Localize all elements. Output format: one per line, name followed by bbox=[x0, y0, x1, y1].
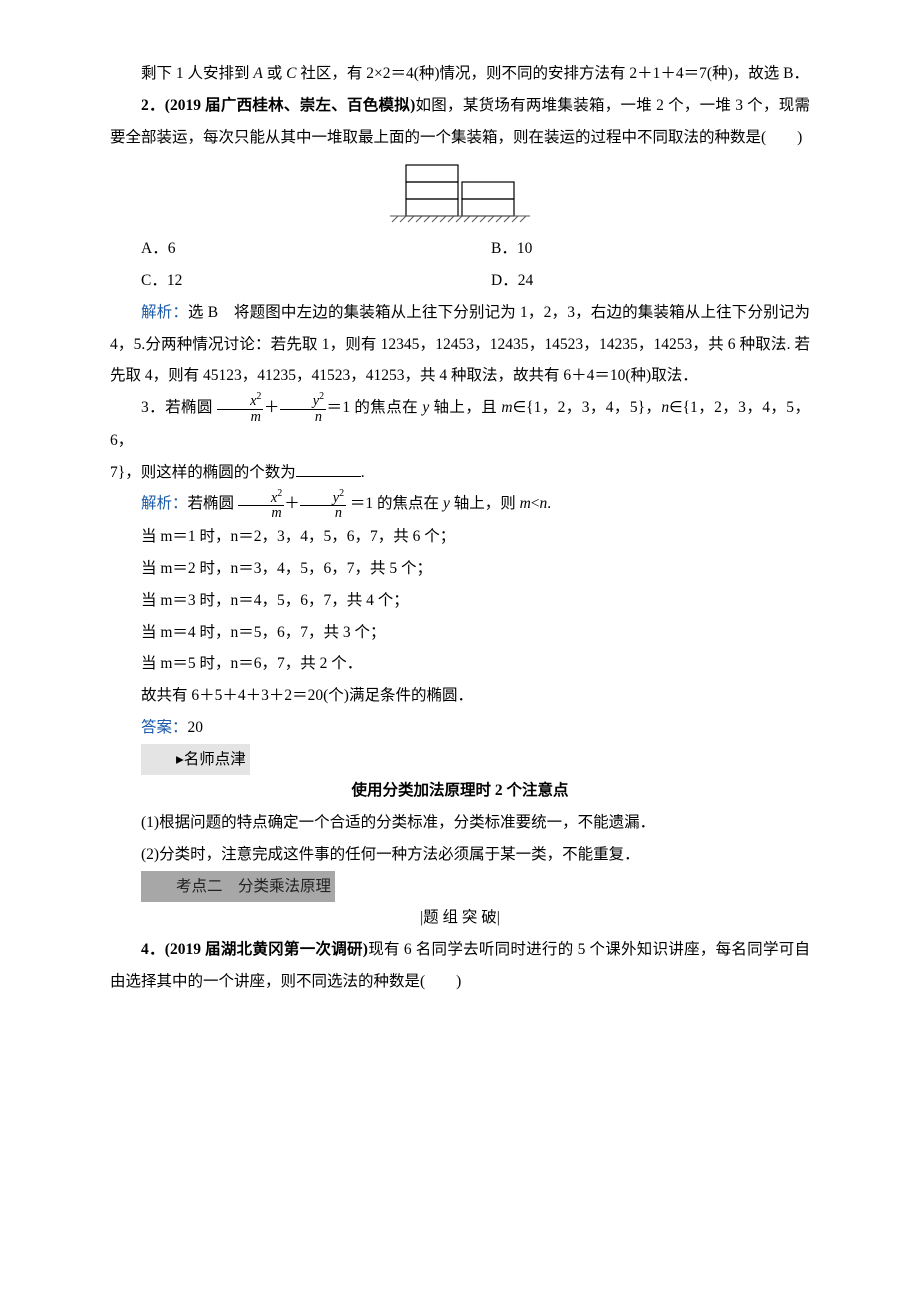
page: 剩下 1 人安排到 A 或 C 社区，有 2×2＝4(种)情况，则不同的安排方法… bbox=[0, 0, 920, 1302]
q3-analysis-head: 若椭圆 bbox=[188, 495, 238, 512]
q3-sum: 故共有 6＋5＋4＋3＋2＝20(个)满足条件的椭圆． bbox=[110, 680, 810, 712]
q3-line2: 7}，则这样的椭圆的个数为 bbox=[110, 464, 296, 481]
topic2-badge: 考点二 分类乘法原理 bbox=[141, 871, 335, 903]
q3-label: 3．若椭圆 bbox=[141, 399, 213, 416]
answer-value: 20 bbox=[188, 719, 204, 736]
tips-p1: (1)根据问题的特点确定一个合适的分类标准，分类标准要统一，不能遗漏． bbox=[110, 807, 810, 839]
fill-blank bbox=[296, 462, 361, 477]
q2-options-row2: C．12 D．24 bbox=[110, 265, 810, 297]
analysis-label-2: 解析： bbox=[141, 495, 188, 512]
q3-period: . bbox=[361, 464, 365, 481]
q4-stem: 4．(2019 届湖北黄冈第一次调研)现有 6 名同学去听同时进行的 5 个课外… bbox=[110, 934, 810, 998]
tips-badge-row: ▸名师点津 bbox=[110, 744, 810, 776]
tips-p2: (2)分类时，注意完成这件事的任何一种方法必须属于某一类，不能重复． bbox=[110, 839, 810, 871]
q2-option-a: A．6 bbox=[110, 233, 491, 265]
topic2-badge-row: 考点二 分类乘法原理 bbox=[110, 871, 810, 903]
frac-y2n: y2n bbox=[280, 392, 326, 425]
q3-case-1: 当 m＝1 时，n＝2，3，4，5，6，7，共 6 个； bbox=[110, 521, 810, 553]
q3-analysis: 解析：若椭圆 x2m＋y2n ＝1 的焦点在 y 轴上，则 m<n. bbox=[110, 488, 810, 521]
q3-case-5: 当 m＝5 时，n＝6，7，共 2 个． bbox=[110, 648, 810, 680]
q3-case-4: 当 m＝4 时，n＝5，6，7，共 3 个； bbox=[110, 617, 810, 649]
q2-option-d: D．24 bbox=[491, 265, 841, 297]
q3-answer: 答案：20 bbox=[110, 712, 810, 744]
q2-stem: 2．(2019 届广西桂林、崇左、百色模拟)如图，某货场有两堆集装箱，一堆 2 … bbox=[110, 90, 810, 154]
analysis-label: 解析： bbox=[141, 304, 188, 321]
intro-paragraph: 剩下 1 人安排到 A 或 C 社区，有 2×2＝4(种)情况，则不同的安排方法… bbox=[110, 58, 810, 90]
answer-label: 答案： bbox=[141, 719, 188, 736]
q3-analysis-tail: ＝1 的焦点在 y 轴上，则 m<n. bbox=[346, 495, 551, 512]
q2-option-c: C．12 bbox=[110, 265, 491, 297]
q2-analysis-answer: 选 B bbox=[188, 304, 234, 321]
q3-case-3: 当 m＝3 时，n＝4，5，6，7，共 4 个； bbox=[110, 585, 810, 617]
frac-y2n-2: y2n bbox=[300, 489, 346, 522]
q3-case-2: 当 m＝2 时，n＝3，4，5，6，7，共 5 个； bbox=[110, 553, 810, 585]
q4-label: 4．(2019 届湖北黄冈第一次调研) bbox=[141, 941, 368, 958]
q3-stem: 3．若椭圆 x2m＋y2n＝1 的焦点在 y 轴上，且 m∈{1，2，3，4，5… bbox=[110, 392, 810, 457]
topic2-subtitle: |题 组 突 破| bbox=[110, 902, 810, 934]
q3-stem-line2: 7}，则这样的椭圆的个数为. bbox=[110, 457, 810, 489]
frac-x2m-2: x2m bbox=[238, 489, 284, 522]
container-figure bbox=[380, 159, 540, 231]
q2-label: 2．(2019 届广西桂林、崇左、百色模拟) bbox=[141, 97, 415, 114]
q3-eq-tail: ＝1 的焦点在 y 轴上，且 m∈{1，2，3，4，5}，n∈{1，2，3，4，… bbox=[110, 399, 810, 449]
q2-analysis: 解析：选 B 将题图中左边的集装箱从上往下分别记为 1，2，3，右边的集装箱从上… bbox=[110, 297, 810, 392]
tips-badge: ▸名师点津 bbox=[141, 744, 250, 776]
q2-options-row1: A．6 B．10 bbox=[110, 233, 810, 265]
tips-title: 使用分类加法原理时 2 个注意点 bbox=[110, 775, 810, 807]
q2-option-b: B．10 bbox=[491, 233, 841, 265]
frac-x2m: x2m bbox=[217, 392, 263, 425]
